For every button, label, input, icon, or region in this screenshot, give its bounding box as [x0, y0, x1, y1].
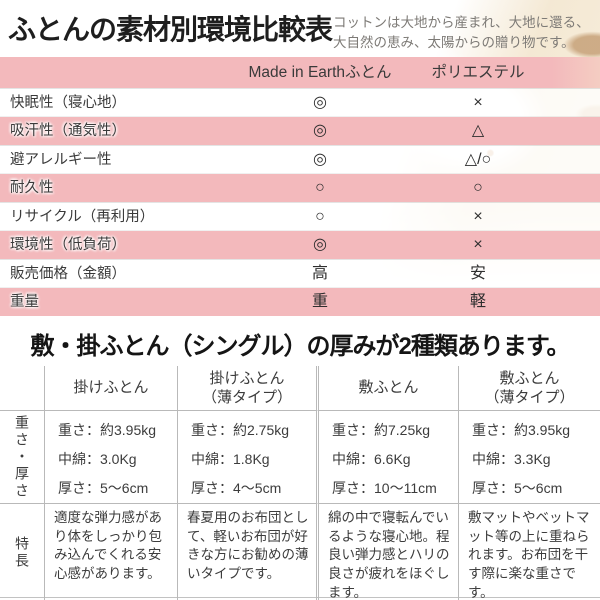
polyester-rating: × — [473, 94, 483, 111]
comparison-row-anti-allergy: 避アレルギー性 ◎ △/○ — [0, 145, 600, 174]
page-title: ふとんの素材別環境比較表 — [8, 14, 333, 45]
comparison-row-weight: 重量 重 軽 — [0, 287, 600, 316]
thickness-section-title: 敷・掛ふとん（シングル）の厚みが2種類あります。 — [30, 333, 571, 360]
spec-weight: 重さ：約3.95kg — [58, 422, 157, 438]
column-header-polyester: ポリエステル — [431, 64, 525, 81]
spec-filling: 中綿：3.3Kg — [472, 451, 551, 467]
column-header-made-in-earth: Made in Earthふとん — [248, 64, 392, 81]
spec-cell-kake-futon-thin: 重さ：約2.75kg 中綿：1.8Kg 厚さ：4～5cm — [177, 410, 316, 503]
comparison-row-price: 販売価格（金額） 高 安 — [0, 259, 600, 288]
subtitle-line-1: コットンは大地から産まれ、大地に還る、 — [333, 15, 590, 30]
polyester-rating: ○ — [473, 178, 483, 196]
made-in-earth-rating: ◎ — [313, 151, 327, 168]
made-in-earth-rating: ◎ — [313, 121, 327, 139]
polyester-rating: △/○ — [464, 151, 492, 168]
comparison-row-eco-friendliness: 環境性（低負荷） ◎ × — [0, 230, 600, 259]
row-label: 販売価格（金額） — [10, 266, 126, 282]
row-label: 環境性（低負荷） — [10, 236, 126, 253]
spec-thickness: 厚さ：4～5cm — [191, 480, 282, 496]
polyester-rating: × — [473, 235, 483, 253]
spec-thickness: 厚さ：10～11cm — [332, 480, 437, 496]
spec-filling: 中綿：3.0Kg — [58, 451, 137, 467]
spec-cell-shiki-futon: 重さ：約7.25kg 中綿：6.6Kg 厚さ：10～11cm — [316, 410, 458, 503]
made-in-earth-rating: ◎ — [313, 235, 327, 253]
made-in-earth-rating: ○ — [315, 178, 325, 196]
row-label: 吸汗性（通気性） — [10, 122, 126, 139]
polyester-rating: 安 — [469, 265, 486, 282]
spec-filling: 中綿：1.8Kg — [191, 451, 270, 467]
comparison-row-recyclability: リサイクル（再利用） ○ × — [0, 202, 600, 231]
spec-weight: 重さ：約7.25kg — [332, 422, 431, 438]
spec-filling: 中綿：6.6Kg — [332, 451, 411, 467]
row-label: 重量 — [10, 293, 39, 310]
made-in-earth-rating: ○ — [315, 208, 325, 225]
row-label-features: 特長 — [0, 503, 44, 600]
material-comparison-table: Made in Earthふとん ポリエステル 快眠性（寝心地） ◎ × 吸汗性… — [0, 57, 600, 316]
comparison-row-durability: 耐久性 ○ ○ — [0, 173, 600, 202]
polyester-rating: 軽 — [469, 292, 486, 310]
thickness-spec-table: 掛けふとん 掛けふとん （薄タイプ） 敷ふとん 敷ふとん （薄タイプ） 重さ・厚… — [0, 366, 600, 600]
row-label: リサイクル（再利用） — [10, 209, 155, 225]
column-header-kake-futon-thin: 掛けふとん （薄タイプ） — [177, 366, 316, 410]
feature-cell-shiki-futon-thin: 敷マットやベットマット等の上に重ねられます。お布団を干す際に楽な重さです。 — [458, 503, 600, 600]
feature-cell-shiki-futon: 綿の中で寝転んでいるような寝心地。程良い弾力感とハリの良さが疲れをほぐします。 — [316, 503, 458, 600]
spec-weight: 重さ：約3.95kg — [472, 422, 571, 438]
corner-cell — [0, 366, 44, 410]
comparison-header-row: Made in Earthふとん ポリエステル — [0, 57, 600, 88]
spec-cell-kake-futon: 重さ：約3.95kg 中綿：3.0Kg 厚さ：5～6cm — [44, 410, 177, 503]
spec-thickness: 厚さ：5～6cm — [472, 480, 563, 496]
row-label: 快眠性（寝心地） — [10, 95, 126, 111]
spec-thickness: 厚さ：5～6cm — [58, 480, 149, 496]
subtitle-line-2: 大自然の恵み、太陽からの贈り物です。 — [333, 35, 575, 51]
made-in-earth-rating: ◎ — [313, 94, 327, 111]
row-label-weight-thickness: 重さ・厚さ — [0, 410, 44, 503]
polyester-rating: △ — [471, 121, 485, 139]
feature-cell-kake-futon-thin: 春夏用のお布団として、軽いお布団が好きな方にお勧めの薄いタイプです。 — [177, 503, 316, 600]
row-label: 避アレルギー性 — [10, 152, 112, 168]
feature-cell-kake-futon: 適度な弾力感があり体をしっかり包み込んでくれる安心感があります。 — [44, 503, 177, 600]
comparison-row-sweat-absorption: 吸汗性（通気性） ◎ △ — [0, 116, 600, 145]
polyester-rating: × — [473, 208, 483, 225]
made-in-earth-rating: 重 — [311, 292, 328, 310]
page-subtitle: コットンは大地から産まれ、大地に還る、 大自然の恵み、太陽からの贈り物です。 — [333, 13, 590, 54]
row-label: 耐久性 — [10, 179, 54, 196]
column-header-shiki-futon-thin: 敷ふとん （薄タイプ） — [458, 366, 600, 410]
comparison-row-sleep-comfort: 快眠性（寝心地） ◎ × — [0, 88, 600, 117]
spec-weight: 重さ：約2.75kg — [191, 422, 290, 438]
column-header-kake-futon: 掛けふとん — [44, 366, 177, 410]
column-header-shiki-futon: 敷ふとん — [316, 366, 458, 410]
spec-cell-shiki-futon-thin: 重さ：約3.95kg 中綿：3.3Kg 厚さ：5～6cm — [458, 410, 600, 503]
made-in-earth-rating: 高 — [311, 265, 328, 282]
